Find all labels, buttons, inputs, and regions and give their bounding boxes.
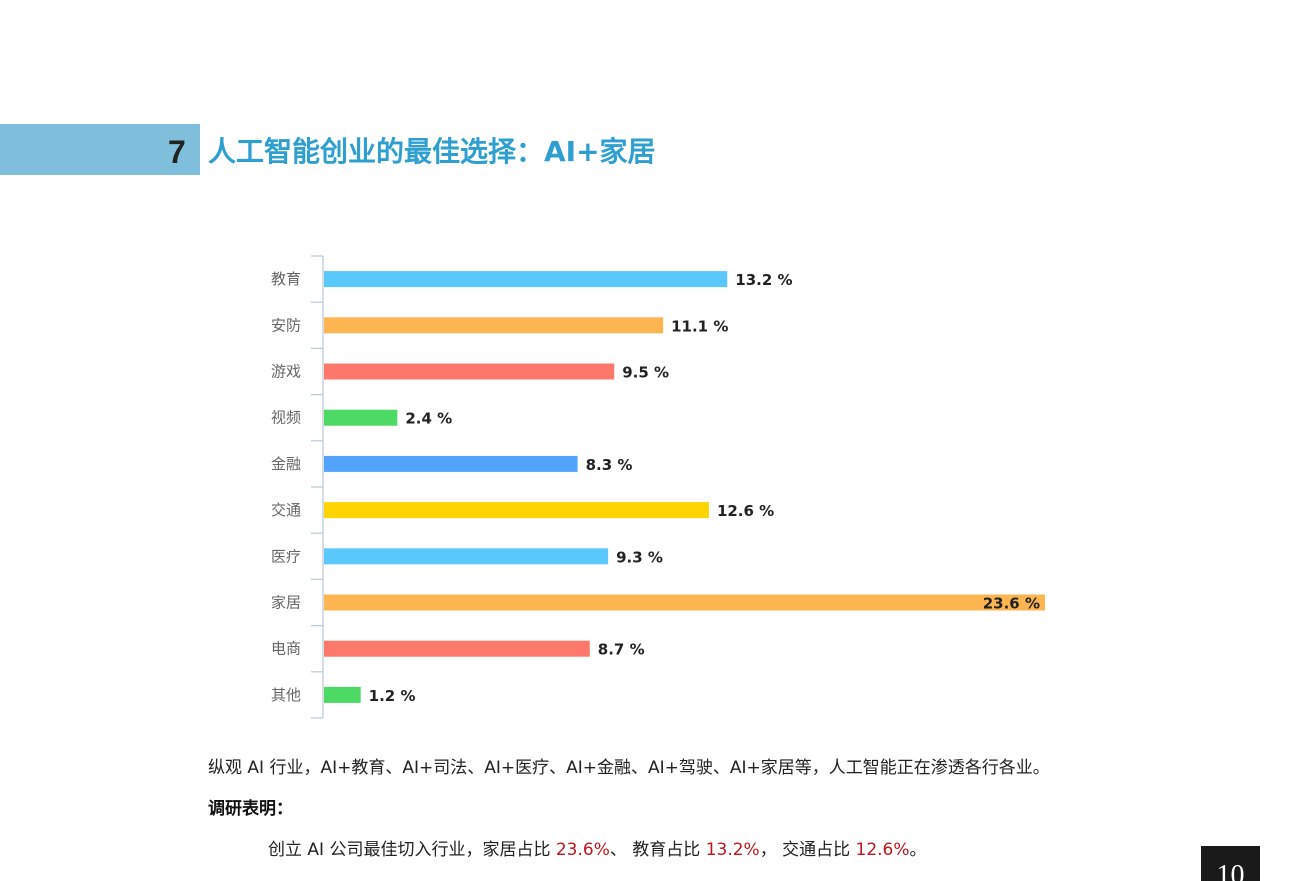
findings-heading: 调研表明： <box>208 799 293 819</box>
bar <box>324 455 578 472</box>
category-label: 游戏 <box>271 363 301 381</box>
page-number: 10 <box>1216 860 1245 881</box>
category-label: 医疗 <box>271 547 301 565</box>
finding-suffix: 。 <box>909 840 927 860</box>
value-label: 8.7 % <box>598 641 645 659</box>
category-label: 金融 <box>271 455 301 473</box>
bar <box>324 686 361 703</box>
value-label: 8.3 % <box>586 456 633 474</box>
traffic-percentage: 12.6% <box>855 840 910 860</box>
section-number: 7 <box>168 134 186 170</box>
finding-separator-1: 、 教育占比 <box>609 840 706 860</box>
industry-bar-chart: 教育 13.2 % 安防 11.1 % 游戏 9.5 % 视频 2.4 % 金融 8.3 % 交通 1… <box>271 255 1045 719</box>
bar <box>324 271 728 288</box>
category-label: 交通 <box>271 501 301 519</box>
value-label: 9.5 % <box>622 364 669 382</box>
category-label: 视频 <box>271 409 301 427</box>
finding-prefix: 创立 AI 公司最佳切入行业，家居占比 <box>268 840 556 860</box>
section-header-band <box>0 124 200 175</box>
finding-separator-2: ， 交通占比 <box>759 840 856 860</box>
value-label: 12.6 % <box>717 502 774 520</box>
home-percentage: 23.6% <box>555 840 610 860</box>
value-label: 2.4 % <box>405 410 452 428</box>
education-percentage: 13.2% <box>705 840 760 860</box>
bar <box>324 594 1045 611</box>
value-label: 13.2 % <box>735 271 792 289</box>
page-title: 人工智能创业的最佳选择：AI+家居 <box>208 135 656 168</box>
bar <box>324 363 615 380</box>
finding-text: 创立 AI 公司最佳切入行业，家居占比 23.6%、 教育占比 13.2%， 交… <box>268 836 927 864</box>
bar <box>324 548 609 565</box>
category-label: 教育 <box>271 270 301 288</box>
bar <box>324 317 664 334</box>
value-label: 9.3 % <box>616 548 663 566</box>
bar <box>324 640 590 657</box>
bar <box>324 409 398 426</box>
industry-description: 纵观 AI 行业，AI+教育、AI+司法、AI+医疗、AI+金融、AI+驾驶、A… <box>208 758 1050 778</box>
category-label: 其他 <box>271 686 301 704</box>
category-label: 家居 <box>271 594 301 612</box>
value-label: 11.1 % <box>671 317 728 335</box>
category-label: 电商 <box>271 640 301 658</box>
page-number-box: 10 <box>1201 846 1260 881</box>
category-label: 安防 <box>271 316 301 334</box>
value-label: 1.2 % <box>369 687 416 705</box>
bar <box>324 502 709 519</box>
value-label: 23.6 % <box>983 595 1040 613</box>
